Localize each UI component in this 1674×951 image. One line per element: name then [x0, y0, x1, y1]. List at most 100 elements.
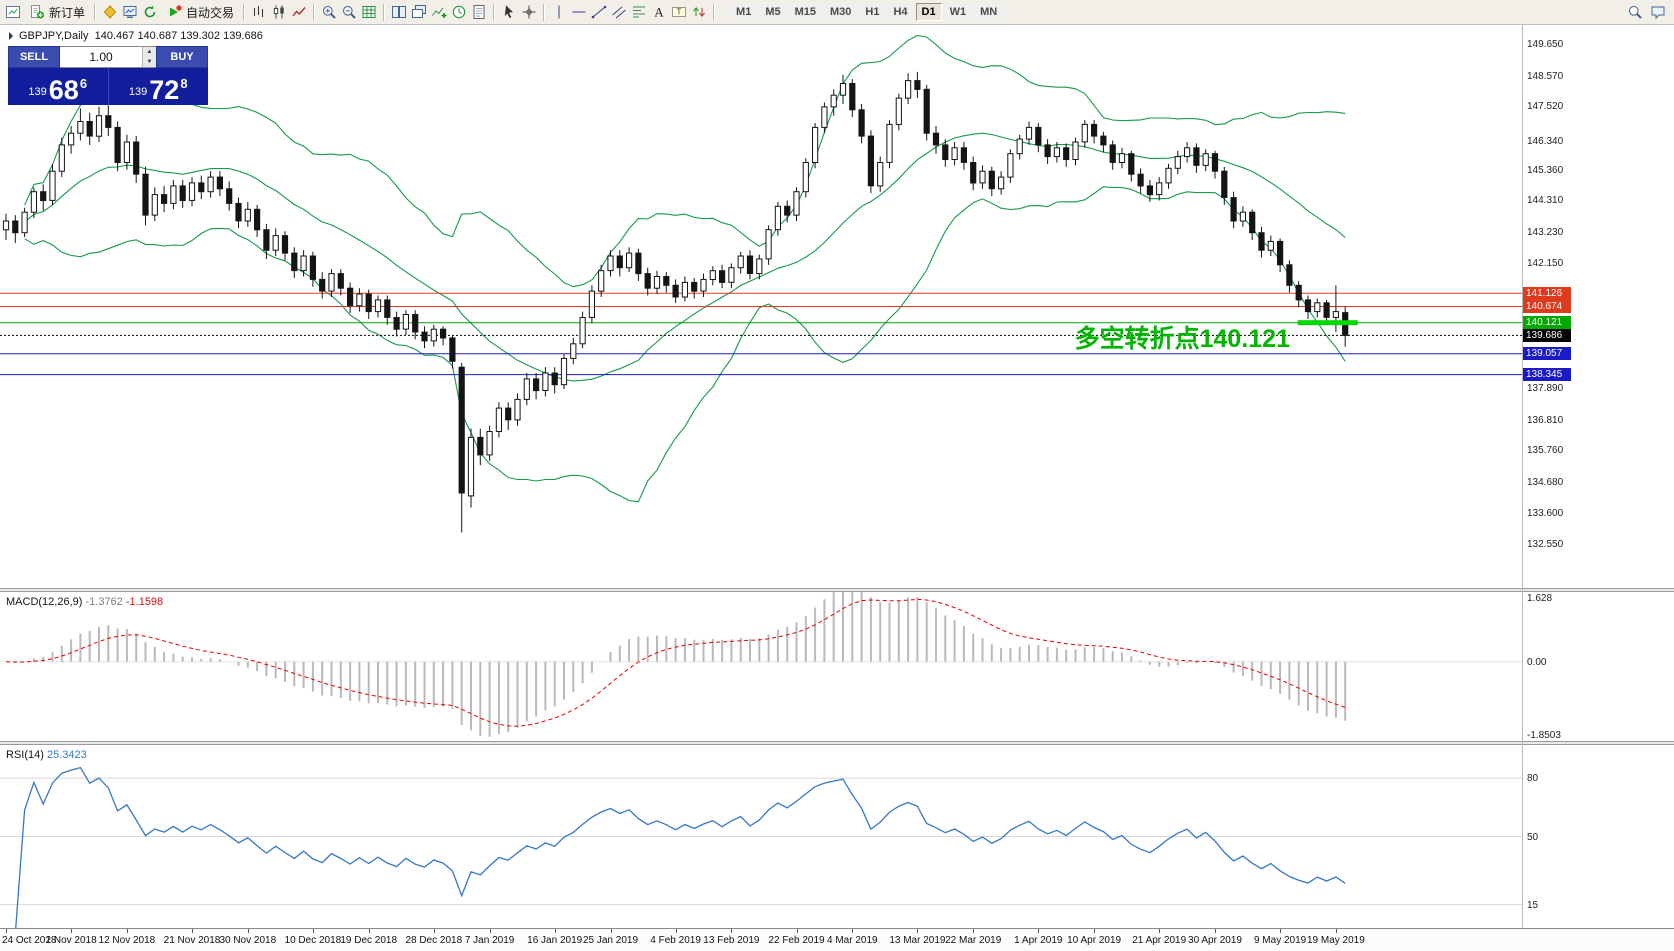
- bollinger-upper-band: [24, 34, 1346, 288]
- candlestick-chart-icon[interactable]: [269, 3, 288, 22]
- price-level-tag-138.345: 138.345: [1523, 368, 1571, 382]
- line-chart-icon[interactable]: [289, 3, 308, 22]
- price-tick-145.360: 145.360: [1527, 164, 1564, 176]
- candle-body: [988, 170, 995, 190]
- buy-price-prefix: 139: [128, 86, 148, 98]
- candle-body: [551, 372, 558, 386]
- svg-text:A: A: [654, 5, 664, 20]
- channel-icon[interactable]: [609, 3, 628, 22]
- timeframe-button-H1[interactable]: H1: [859, 3, 886, 21]
- auto-trading-button[interactable]: 自动交易: [160, 2, 238, 23]
- candle-body: [272, 235, 279, 251]
- candle-body: [254, 208, 261, 231]
- macd-scale-1.628: 1.628: [1527, 593, 1553, 604]
- crosshair-icon[interactable]: [519, 3, 538, 22]
- sell-price-pips: 6: [79, 76, 88, 91]
- timeframe-button-W1[interactable]: W1: [943, 3, 973, 21]
- buy-button[interactable]: BUY: [156, 46, 208, 68]
- bar-chart-icon[interactable]: [249, 3, 268, 22]
- vertical-line-icon[interactable]: [549, 3, 568, 22]
- highlight-segment[interactable]: [1297, 320, 1358, 326]
- grid-icon[interactable]: [359, 3, 378, 22]
- candle-body: [1109, 144, 1116, 163]
- timeframe-bar: M1 M5 M15 M30 H1 H4 D1 W1 MN: [729, 3, 1004, 21]
- svg-text:T: T: [676, 8, 681, 17]
- new-order-button[interactable]: 新订单: [23, 2, 89, 23]
- period-icon[interactable]: [449, 3, 468, 22]
- price-scale-border: [1522, 25, 1523, 928]
- timeframe-button-M5[interactable]: M5: [759, 3, 787, 21]
- price-tick-133.600: 133.600: [1527, 508, 1564, 520]
- candle-body: [598, 270, 605, 292]
- app-icon: [3, 3, 22, 22]
- price-divider: [107, 68, 109, 105]
- horizontal-line-icon[interactable]: [569, 3, 588, 22]
- cursor-icon[interactable]: [499, 3, 518, 22]
- volume-down-button[interactable]: ▼: [143, 57, 156, 67]
- refresh-icon[interactable]: [140, 3, 159, 22]
- sell-button[interactable]: SELL: [8, 46, 60, 68]
- zoom-out-icon[interactable]: [339, 3, 358, 22]
- time-axis-label: 4 Mar 2019: [827, 935, 878, 946]
- macd-canvas[interactable]: [0, 592, 1522, 741]
- time-axis-label: 13 Mar 2019: [889, 935, 946, 946]
- price-level-tag-141.126: 141.126: [1523, 286, 1571, 300]
- community-icon[interactable]: [1648, 3, 1667, 22]
- fibonacci-icon[interactable]: [629, 3, 648, 22]
- panel-separator[interactable]: [0, 741, 1674, 745]
- price-chart-canvas[interactable]: [0, 25, 1522, 588]
- metaeditor-icon[interactable]: [100, 3, 119, 22]
- terminal-icon[interactable]: [120, 3, 139, 22]
- price-tick-149.650: 149.650: [1527, 39, 1564, 50]
- rsi-scale-15: 15: [1527, 899, 1539, 911]
- timeframe-button-M30[interactable]: M30: [824, 3, 858, 21]
- candle-body: [77, 121, 84, 134]
- candle-body: [1156, 182, 1163, 196]
- sell-price[interactable]: 139 68 6: [8, 68, 108, 105]
- tile-windows-icon[interactable]: [389, 3, 408, 22]
- one-click-trading-panel: SELL 1.00 ▲ ▼ BUY 139 68 6 139 72 8: [8, 46, 208, 105]
- candle-body: [1072, 141, 1079, 160]
- time-axis-tick: [1335, 929, 1337, 933]
- toolbar-separator: [313, 3, 315, 21]
- candle-body: [1174, 156, 1181, 169]
- timeframe-button-H4[interactable]: H4: [887, 3, 914, 21]
- candle-body: [812, 126, 819, 163]
- rsi-canvas[interactable]: [0, 745, 1522, 928]
- candle-body: [942, 144, 949, 161]
- price-tick-134.680: 134.680: [1527, 476, 1564, 488]
- timeframe-button-D1[interactable]: D1: [915, 3, 942, 21]
- cascade-windows-icon[interactable]: [409, 3, 428, 22]
- volume-value[interactable]: 1.00: [89, 50, 113, 64]
- panel-separator[interactable]: [0, 588, 1674, 592]
- search-icon[interactable]: [1625, 3, 1644, 22]
- candle-body: [198, 182, 205, 193]
- macd-main-value: -1.3762: [85, 596, 123, 608]
- candle-body: [1239, 211, 1247, 222]
- label-icon[interactable]: T: [669, 3, 688, 22]
- text-icon[interactable]: A: [649, 3, 668, 22]
- timeframe-button-M1[interactable]: M1: [730, 3, 758, 21]
- indicators-icon[interactable]: [429, 3, 448, 22]
- price-tick-135.760: 135.760: [1527, 445, 1564, 457]
- candle-body: [1277, 240, 1284, 266]
- timeframe-button-M15[interactable]: M15: [788, 3, 822, 21]
- candle-body: [123, 141, 131, 163]
- volume-up-button[interactable]: ▲: [143, 47, 156, 57]
- trendline-icon[interactable]: [589, 3, 608, 22]
- time-axis-label: 16 Jan 2019: [527, 935, 583, 946]
- timeframe-button-MN[interactable]: MN: [974, 3, 1004, 21]
- candle-body: [1100, 135, 1107, 146]
- price-level-tag-139.686: 139.686: [1523, 328, 1571, 342]
- time-axis[interactable]: 24 Oct 2018 2 Nov 2018 12 Nov 2018 21 Nov 2…: [0, 928, 1674, 951]
- candle-body: [1137, 173, 1144, 187]
- candle-body: [1295, 284, 1302, 301]
- zoom-in-icon[interactable]: [319, 3, 338, 22]
- auto-trading-label: 自动交易: [186, 5, 235, 20]
- buy-price[interactable]: 139 72 8: [109, 68, 209, 105]
- time-axis-label: 9 May 2019: [1253, 935, 1307, 946]
- arrows-icon[interactable]: [689, 3, 708, 22]
- candle-body: [932, 132, 940, 146]
- template-icon[interactable]: [469, 3, 488, 22]
